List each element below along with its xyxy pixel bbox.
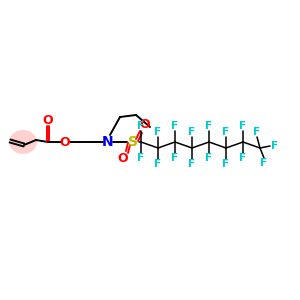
Text: O: O [118,152,128,166]
Text: F: F [222,159,230,169]
Text: F: F [206,121,213,131]
Text: O: O [140,118,150,131]
Text: F: F [272,141,279,151]
Text: F: F [222,127,230,137]
Ellipse shape [9,130,37,154]
Text: O: O [43,115,53,128]
Text: F: F [254,127,261,137]
Text: F: F [137,121,145,131]
Text: F: F [154,159,162,169]
Text: S: S [128,135,138,149]
Text: F: F [137,153,145,163]
Text: F: F [188,127,196,137]
Text: F: F [171,153,178,163]
Text: F: F [239,153,247,163]
Text: F: F [171,121,178,131]
Text: O: O [60,136,70,148]
Text: F: F [188,159,196,169]
Text: F: F [154,127,162,137]
Text: F: F [239,121,247,131]
Text: N: N [102,135,114,149]
Text: F: F [206,153,213,163]
Text: F: F [260,158,268,168]
